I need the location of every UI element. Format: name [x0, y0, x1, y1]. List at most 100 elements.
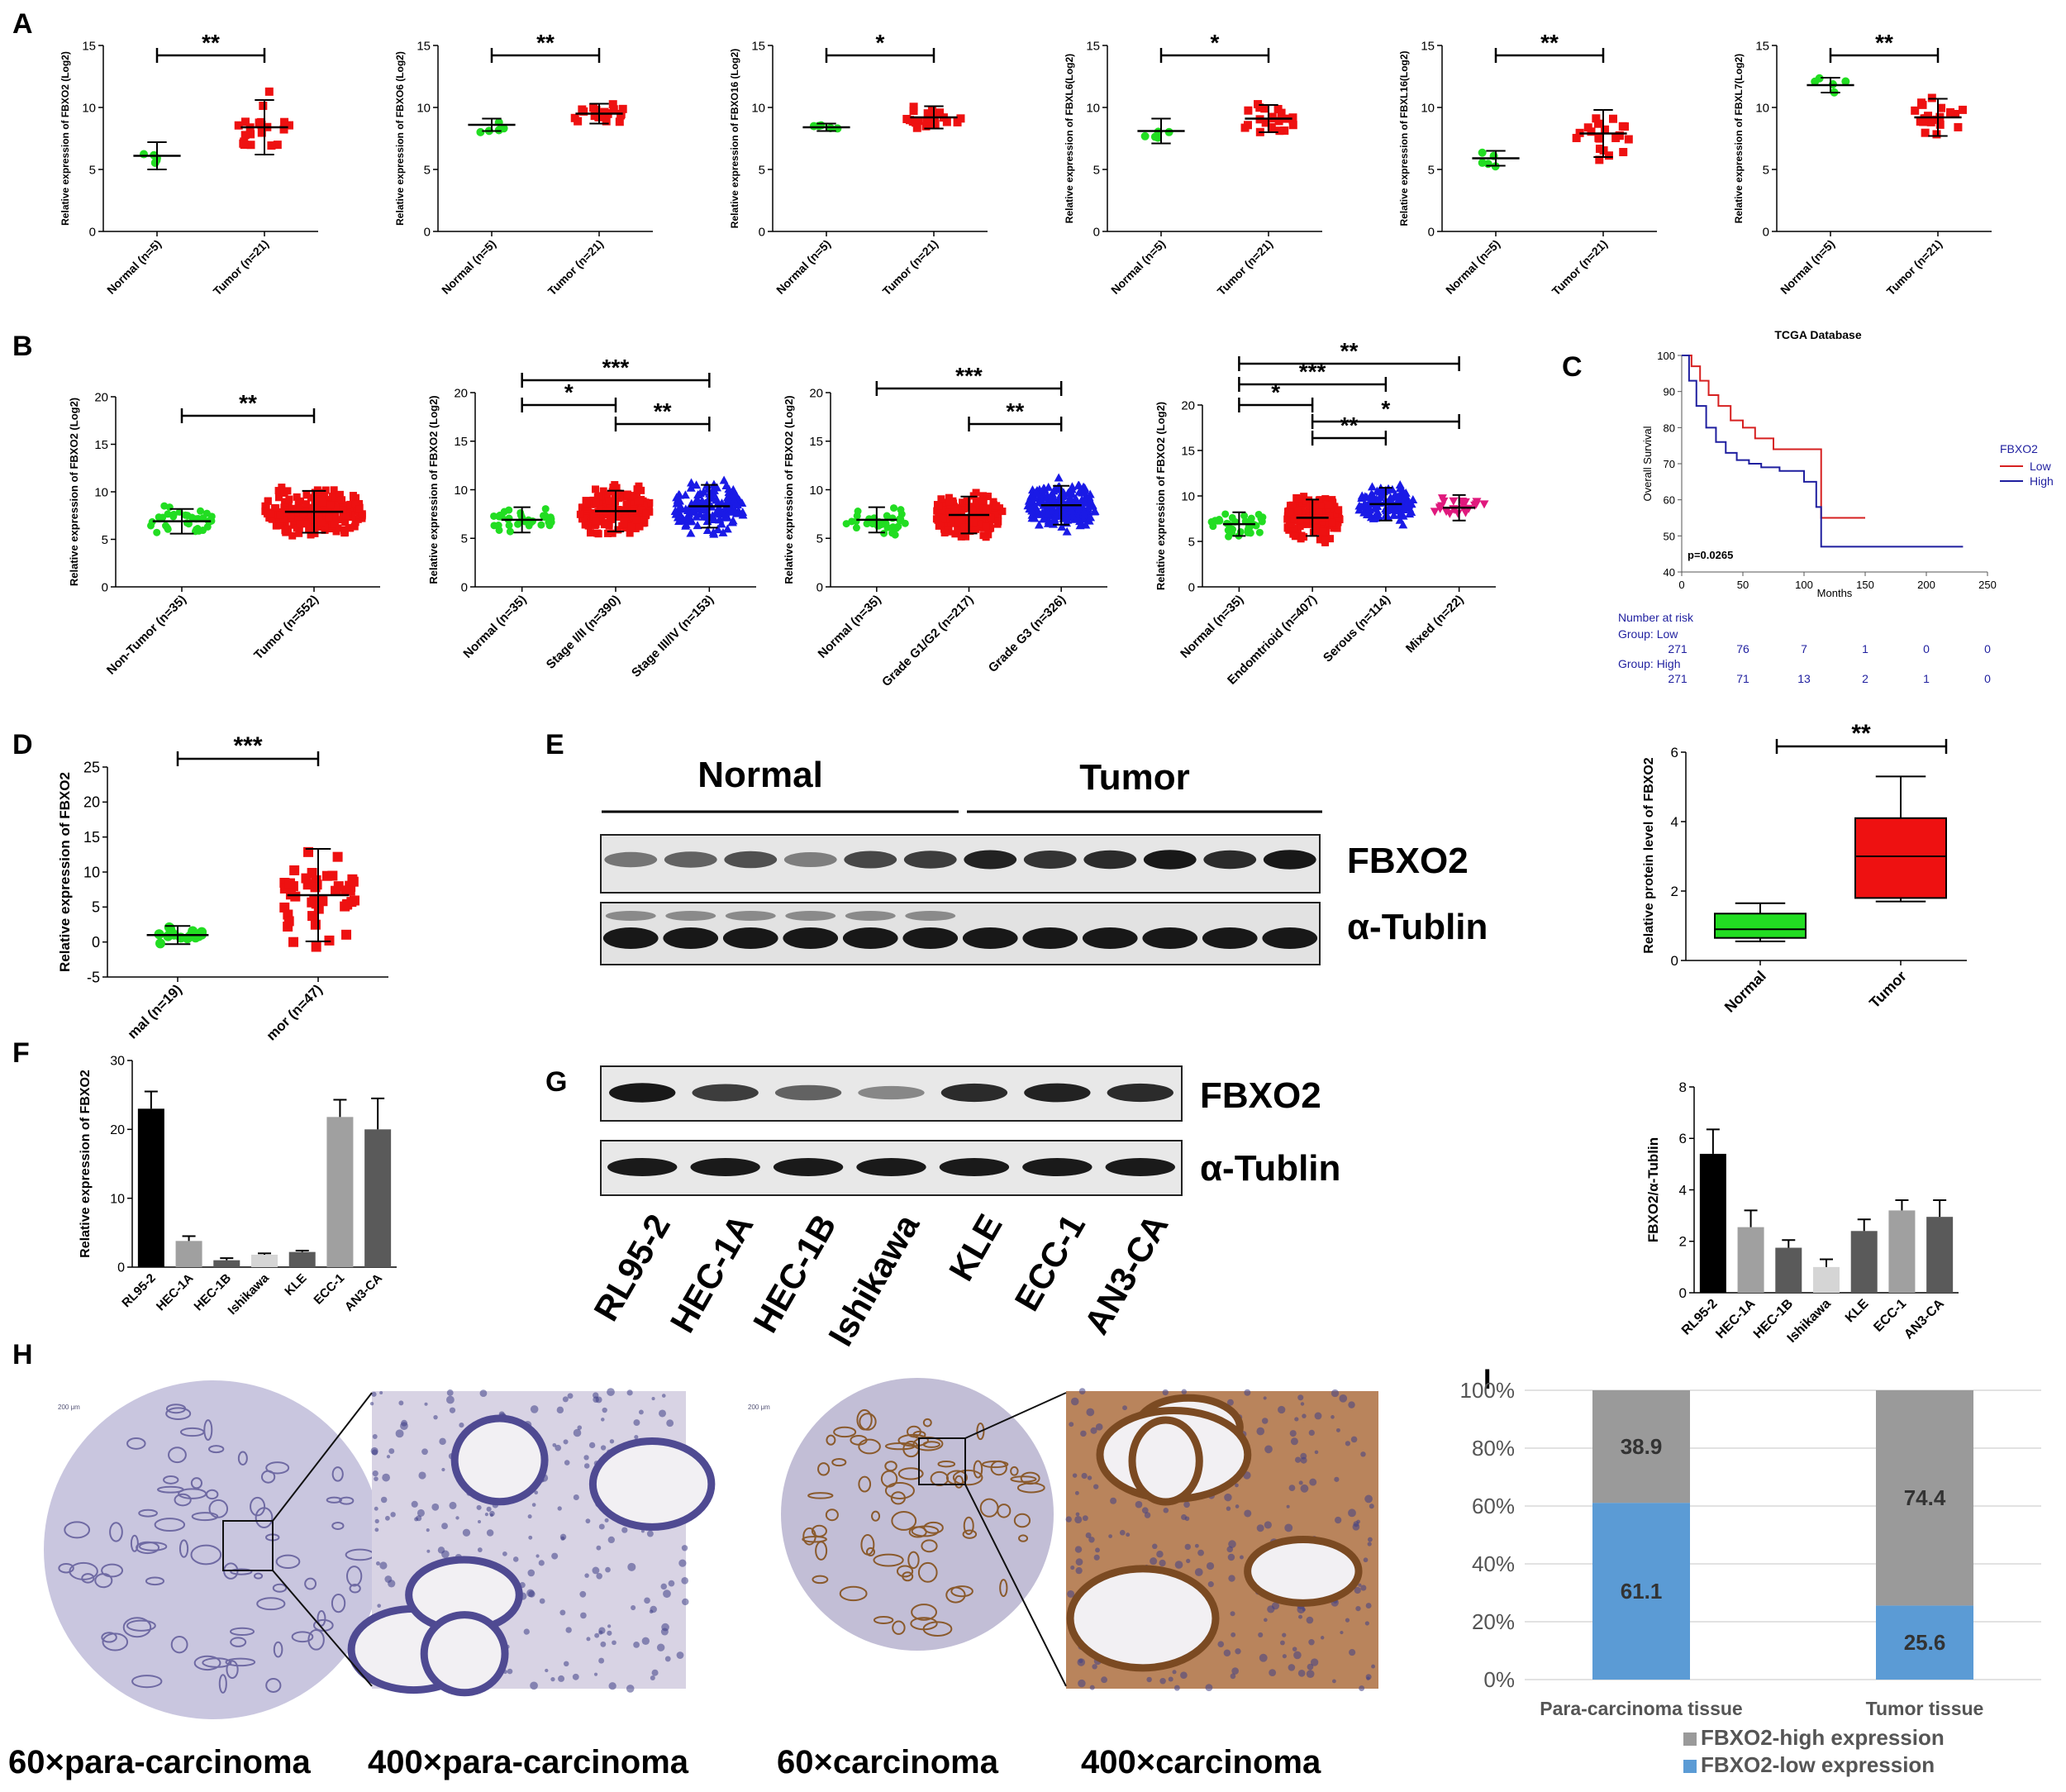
data-point — [1449, 497, 1459, 506]
x-tick-label: Tumor (n=21) — [1215, 237, 1276, 298]
cell-nucleus — [1095, 1547, 1100, 1553]
data-point — [645, 498, 654, 507]
data-point — [592, 517, 600, 525]
data-point — [1255, 528, 1264, 536]
data-point — [891, 531, 899, 539]
gland-outline — [937, 1461, 956, 1468]
bar — [213, 1260, 240, 1267]
data-point — [283, 506, 292, 514]
data-point — [947, 519, 955, 527]
data-point — [270, 503, 278, 512]
data-point — [499, 124, 508, 133]
data-point — [1594, 133, 1603, 142]
y-tick-label: 70 — [1664, 458, 1675, 470]
legend-swatch-low — [1683, 1760, 1697, 1773]
gland-outline — [230, 1637, 247, 1647]
cell-nucleus — [1162, 1389, 1169, 1396]
gland-outline — [138, 1508, 158, 1518]
x-tick-label: 50 — [1737, 579, 1749, 591]
data-point — [583, 499, 591, 508]
data-point — [1311, 503, 1319, 512]
data-point — [975, 520, 983, 528]
y-axis-label: Overall Survival — [1641, 426, 1654, 501]
data-point — [327, 870, 338, 881]
data-point — [890, 504, 898, 512]
data-point — [1921, 128, 1930, 137]
data-point — [1140, 131, 1150, 141]
gland-outline — [256, 1597, 286, 1611]
data-point — [637, 486, 645, 494]
data-point — [1321, 495, 1330, 503]
data-point — [1086, 512, 1096, 522]
cell-nucleus — [1244, 1389, 1251, 1396]
cell-nucleus — [1230, 1673, 1236, 1680]
gland-outline — [346, 1566, 363, 1587]
data-point — [628, 492, 636, 500]
blot-band-fbxo2 — [1107, 1083, 1173, 1103]
y-tick-label: 10 — [82, 101, 96, 115]
y-tick-label: 15 — [417, 39, 431, 53]
cell-nucleus — [446, 1389, 454, 1396]
gland-outline — [826, 1434, 836, 1446]
gland-outline — [230, 1568, 253, 1575]
cell-nucleus — [476, 1504, 482, 1510]
blot-band-upper — [905, 911, 956, 921]
cell-nucleus — [1075, 1567, 1083, 1575]
data-point — [342, 512, 350, 520]
cell-nucleus — [579, 1590, 587, 1598]
legend-title: FBXO2 — [2000, 442, 2038, 455]
data-point — [623, 490, 631, 498]
data-point — [1026, 504, 1035, 513]
data-point — [842, 520, 850, 528]
data-point — [632, 516, 640, 524]
data-point — [1398, 520, 1408, 529]
data-point — [188, 513, 196, 522]
histology-caption: 60×para-carcinoma — [8, 1744, 312, 1780]
gland-outline — [902, 1571, 914, 1582]
data-point — [1375, 492, 1385, 501]
data-point — [1954, 122, 1963, 131]
data-point — [340, 528, 349, 536]
data-point — [712, 495, 721, 504]
significance-label: * — [1381, 396, 1390, 422]
data-point — [240, 117, 250, 126]
data-point — [1331, 511, 1339, 519]
data-point — [302, 500, 311, 508]
data-point — [626, 529, 634, 537]
data-point — [1439, 497, 1449, 506]
cell-nucleus — [1308, 1429, 1315, 1437]
data-point — [1319, 527, 1327, 536]
data-point — [716, 507, 726, 516]
data-point — [317, 508, 326, 517]
cell-nucleus — [1308, 1639, 1315, 1646]
data-point — [1946, 107, 1955, 117]
x-tick-label: 150 — [1856, 579, 1874, 591]
cell-nucleus — [390, 1512, 396, 1518]
y-axis-label: Relative expression of FBXO2 (Log2) — [1154, 402, 1167, 590]
risk-table-title: Number at risk — [1618, 611, 1694, 624]
bar — [364, 1129, 392, 1267]
data-point — [299, 509, 307, 517]
data-point — [1328, 496, 1336, 504]
data-point — [276, 511, 284, 519]
blot-band-fbxo2 — [724, 851, 778, 869]
risk-group-label: Group: Low — [1618, 627, 1678, 641]
data-point — [264, 497, 272, 505]
gland-outline — [207, 1445, 225, 1454]
data-point — [1307, 502, 1315, 510]
data-point — [1395, 510, 1405, 519]
data-point — [295, 529, 303, 537]
gland-outline — [884, 1442, 916, 1451]
cell-nucleus — [583, 1463, 590, 1469]
data-point — [931, 119, 940, 128]
data-point — [693, 521, 702, 530]
data-point — [969, 518, 978, 527]
data-point — [267, 141, 276, 150]
gland-outline — [952, 1469, 983, 1486]
x-tick-label: Normal (n=35) — [1178, 593, 1246, 661]
data-point — [909, 102, 918, 112]
cell-nucleus — [1264, 1521, 1272, 1529]
data-point — [330, 512, 338, 521]
data-point — [640, 516, 648, 524]
cell-nucleus — [1284, 1523, 1293, 1532]
